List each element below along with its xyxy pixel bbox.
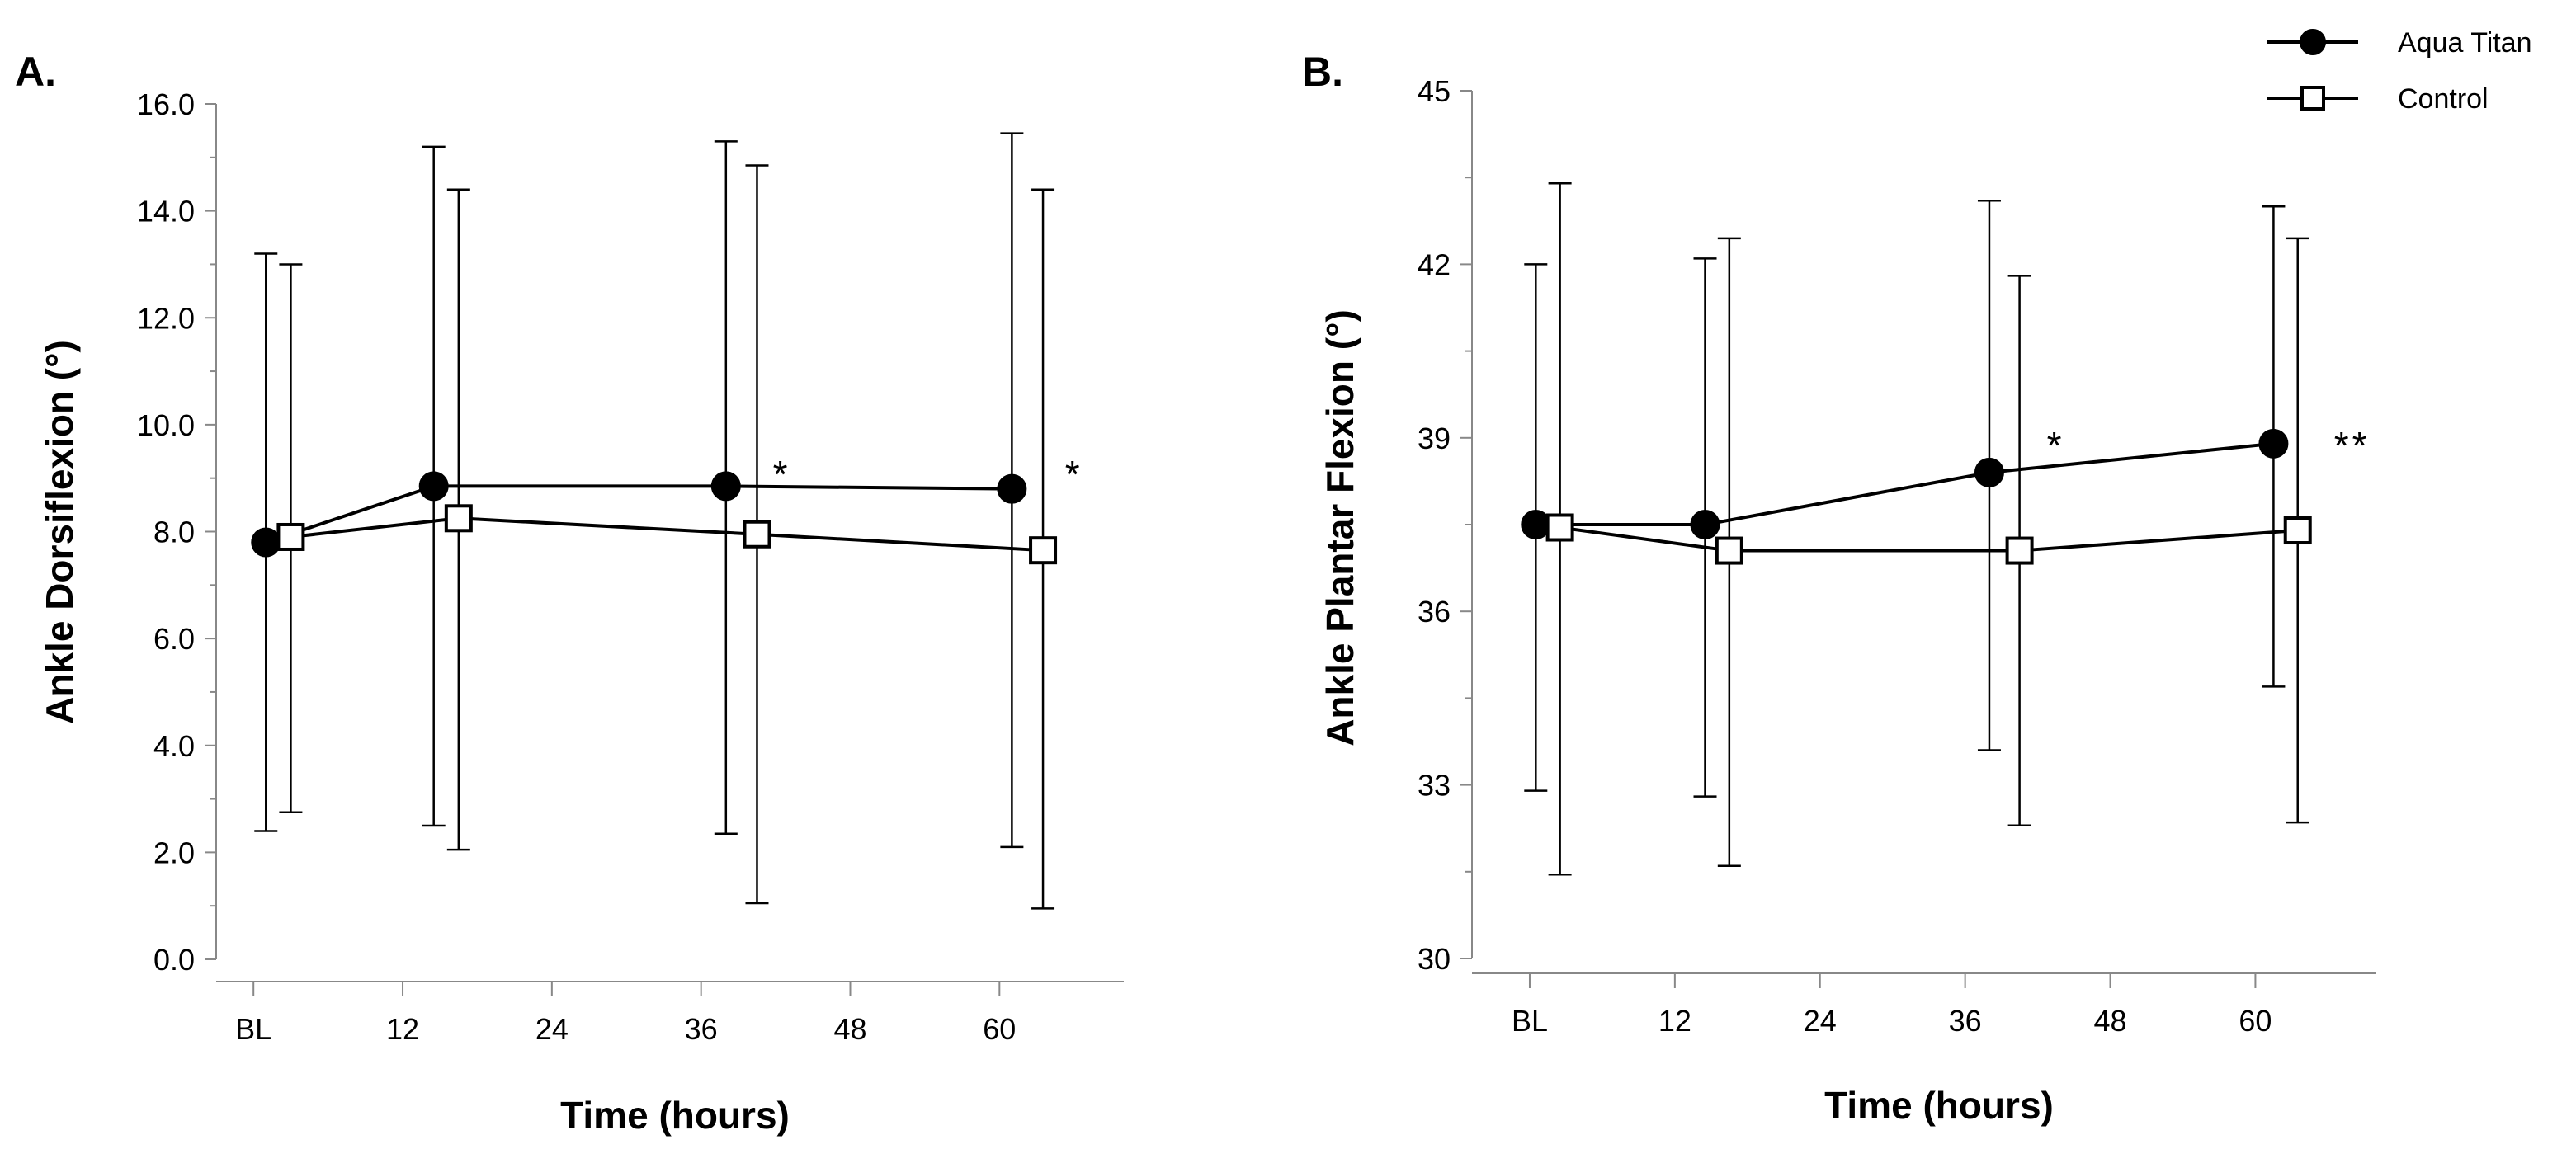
panel-b-control-point xyxy=(1545,513,1574,542)
panel-a-control-point xyxy=(444,504,473,533)
panel-b-control-point xyxy=(2283,516,2312,545)
panel-a-ytick-label: 12.0 xyxy=(137,301,195,335)
panel-a-ytick-label: 8.0 xyxy=(153,516,195,549)
panel-a-control-line xyxy=(290,516,1044,553)
panel-a-xtick-label: 48 xyxy=(833,1012,866,1046)
panel-a-xtick-label: 60 xyxy=(983,1012,1016,1046)
legend-control-marker xyxy=(2300,86,2325,111)
panel-a-ytick-label: 10.0 xyxy=(137,408,195,442)
panel-a-ytick-label: 14.0 xyxy=(137,195,195,228)
panel-b-xtick-label: 24 xyxy=(1804,1004,1837,1038)
panel-a-significance-mark: * xyxy=(773,453,791,496)
panel-b-control-point xyxy=(1715,536,1743,565)
panel-b-ytick-label: 30 xyxy=(1418,942,1451,976)
panel-b-xtick-label: 48 xyxy=(2094,1004,2127,1038)
panel-b-ytick-label: 45 xyxy=(1418,74,1451,108)
panel-a-xlabel: Time (hours) xyxy=(560,1094,790,1137)
panel-a-control-point xyxy=(276,522,305,551)
panel-b-ytick-label: 42 xyxy=(1418,247,1451,281)
panel-a-aqua-titan-point xyxy=(710,471,741,502)
panel-b-xtick-label: 36 xyxy=(1949,1004,1982,1038)
panel-b-control-point xyxy=(2005,536,2034,565)
panel-b-aqua-titan-point xyxy=(2258,428,2289,459)
legend-aqua-titan-marker xyxy=(2300,29,2326,55)
panel-a-significance-mark: * xyxy=(1065,453,1083,496)
panel-a-aqua-titan-point xyxy=(418,471,449,502)
panel-a: A. Ankle Dorsiflexion (°) Time (hours) 0… xyxy=(15,49,1124,1137)
panel-a-aqua-titan-point xyxy=(997,473,1027,504)
panel-b-significance-mark: ** xyxy=(2334,424,2371,467)
panel-a-ytick-label: 4.0 xyxy=(153,729,195,763)
panel-a-xtick-label: BL xyxy=(235,1012,271,1046)
panel-a-aqua-titan-line xyxy=(265,484,1012,544)
legend-control-label: Control xyxy=(2398,83,2489,115)
panel-b-ytick-label: 33 xyxy=(1418,769,1451,803)
panel-a-label: A. xyxy=(15,49,56,95)
panel-b-xlabel: Time (hours) xyxy=(1824,1084,2054,1127)
panel-a-ylabel: Ankle Dorsiflexion (°) xyxy=(38,340,81,724)
panel-a-control-point xyxy=(1029,536,1058,565)
panel-a-plot: 0.0 2.0 4.0 6.0 8.0 10.0 12.0 14.0 16.0 BL 12 24 36 4… xyxy=(137,87,1124,1046)
legend: Aqua Titan Control xyxy=(2267,27,2532,115)
panel-a-ytick-label: 0.0 xyxy=(153,943,195,977)
panel-b-ylabel: Ankle Plantar Flexion (°) xyxy=(1319,309,1361,746)
panel-a-ytick-label: 16.0 xyxy=(137,87,195,121)
panel-a-control-point xyxy=(743,520,771,549)
panel-b-aqua-titan-line xyxy=(1536,441,2274,526)
panel-a-aqua-titan-point xyxy=(251,527,281,558)
panel-b-aqua-titan-point xyxy=(1521,510,1551,539)
panel-a-xtick-label: 12 xyxy=(386,1012,419,1046)
panel-b-ytick-label: 36 xyxy=(1418,595,1451,629)
panel-b-significance-mark: * xyxy=(2047,424,2065,467)
panel-a-ytick-label: 2.0 xyxy=(153,836,195,869)
panel-b-label: B. xyxy=(1302,49,1343,95)
panel-a-ytick-label: 6.0 xyxy=(153,622,195,656)
panel-b-aqua-titan-point xyxy=(1974,457,2004,487)
panel-b-aqua-titan-point xyxy=(1690,510,1720,539)
panel-b-control-line xyxy=(1559,525,2298,553)
legend-aqua-titan-label: Aqua Titan xyxy=(2398,27,2532,59)
panel-b-xtick-label: BL xyxy=(1512,1004,1548,1038)
panel-a-xtick-label: 36 xyxy=(685,1012,718,1046)
panel-b-xtick-label: 12 xyxy=(1658,1004,1691,1038)
panel-b-xtick-label: 60 xyxy=(2239,1004,2272,1038)
panel-a-xtick-label: 24 xyxy=(535,1012,569,1046)
panel-b-ytick-label: 39 xyxy=(1418,421,1451,455)
panel-b: B. Ankle Plantar Flexion (°) Time (hours… xyxy=(1302,49,2376,1127)
